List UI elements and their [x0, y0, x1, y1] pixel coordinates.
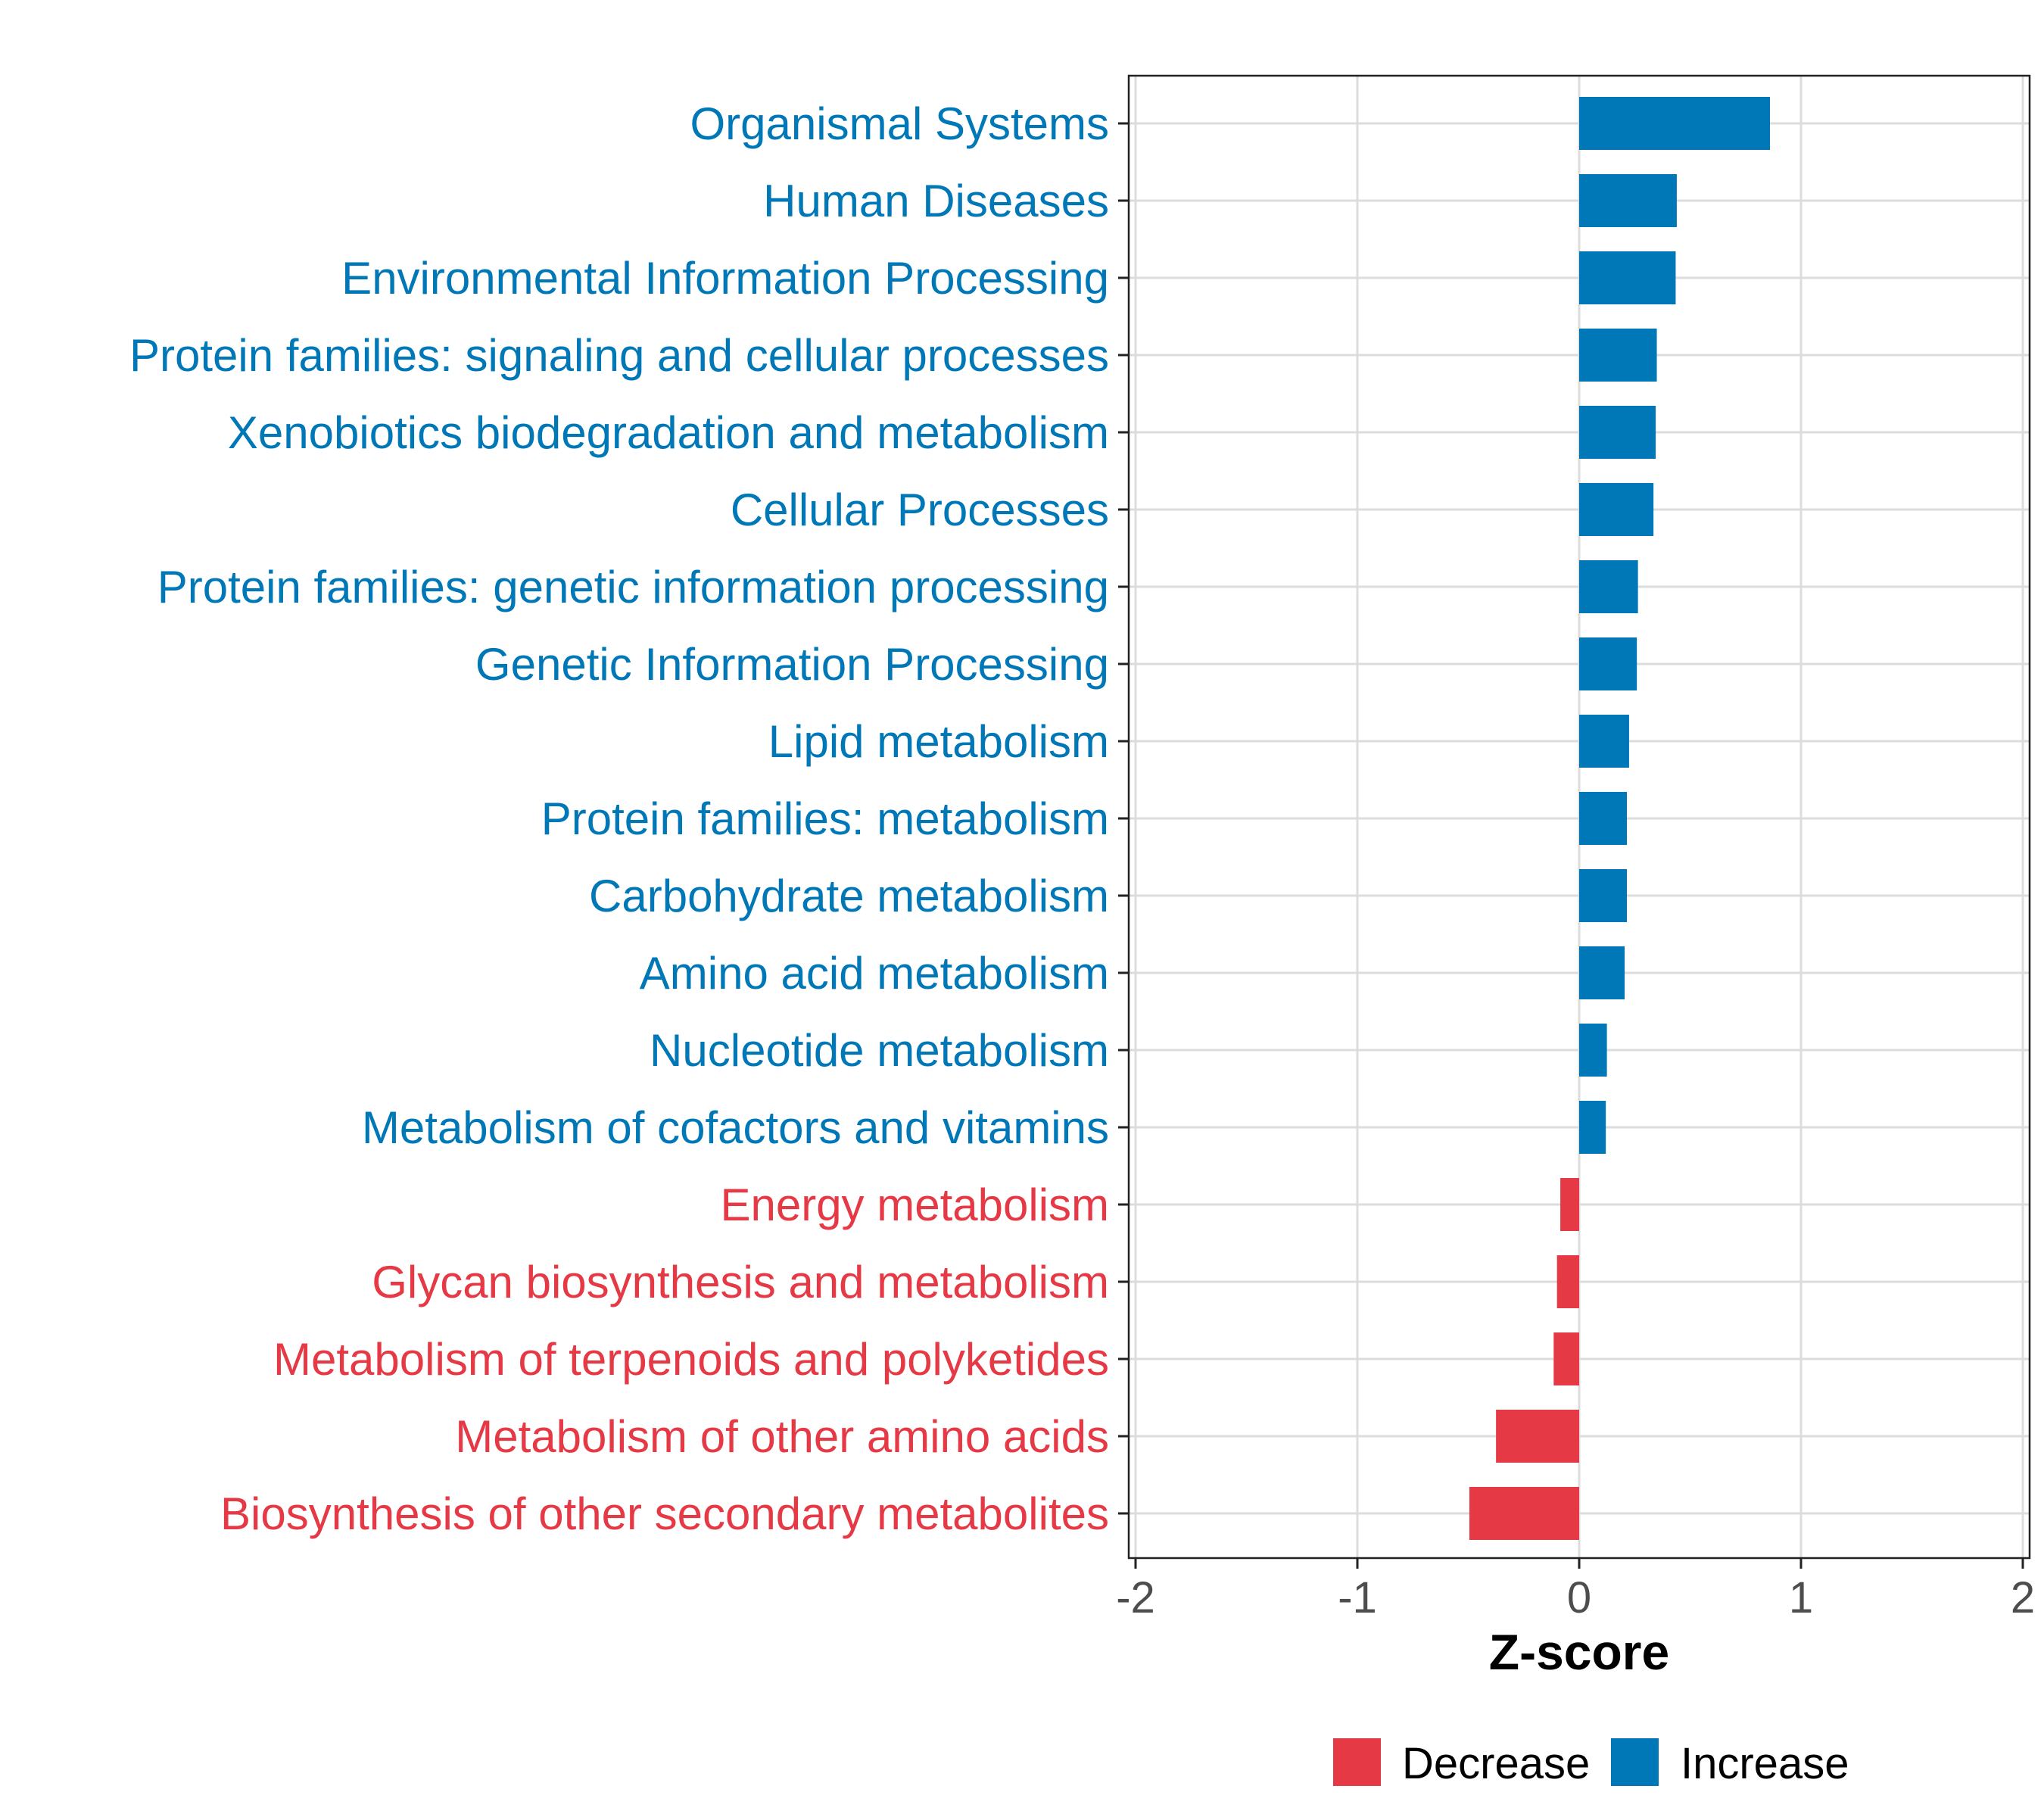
- category-label: Cellular Processes: [731, 485, 1109, 535]
- x-axis-title: Z-score: [1489, 1624, 1669, 1680]
- category-label: Organismal Systems: [690, 98, 1109, 149]
- bar-carbohydrate-metabolism: [1579, 869, 1627, 922]
- bar-energy-metabolism: [1560, 1178, 1579, 1231]
- category-label: Lipid metabolism: [768, 716, 1109, 767]
- category-label: Nucleotide metabolism: [650, 1025, 1109, 1076]
- legend-key-decrease: [1333, 1738, 1381, 1786]
- bar-amino-acid-metabolism: [1579, 946, 1625, 999]
- category-label: Genetic Information Processing: [475, 639, 1109, 690]
- category-label: Protein families: metabolism: [541, 793, 1109, 844]
- x-axis-ticks: -2 -1 0 1 2: [1116, 1558, 2035, 1622]
- category-label: Energy metabolism: [720, 1180, 1109, 1230]
- category-label: Amino acid metabolism: [640, 948, 1109, 999]
- category-label: Human Diseases: [763, 176, 1109, 226]
- category-label: Metabolism of terpenoids and polyketides: [273, 1334, 1109, 1385]
- bar-human-diseases: [1579, 174, 1677, 227]
- legend-key-increase: [1611, 1738, 1659, 1786]
- category-label: Glycan biosynthesis and metabolism: [372, 1257, 1109, 1307]
- x-tick-label: -2: [1116, 1573, 1155, 1622]
- bar-glycan-biosynthesis-and-metabolism: [1556, 1255, 1579, 1308]
- bars: [1469, 97, 1770, 1540]
- x-tick-label: 2: [2011, 1573, 2035, 1622]
- bar-organismal-systems: [1579, 97, 1770, 150]
- bar-protein-families-signaling-and-cellular-processes: [1579, 329, 1657, 382]
- bar-nucleotide-metabolism: [1579, 1024, 1607, 1077]
- bar-genetic-information-processing: [1579, 637, 1637, 690]
- bar-environmental-information-processing: [1579, 251, 1676, 304]
- category-label: Carbohydrate metabolism: [589, 871, 1109, 921]
- y-axis-ticks: Organismal Systems Human Diseases Environm…: [129, 98, 1129, 1539]
- bar-metabolism-of-cofactors-and-vitamins: [1579, 1101, 1606, 1154]
- legend: Decrease Increase: [1333, 1738, 1849, 1788]
- category-label: Protein families: genetic information pr…: [157, 562, 1109, 612]
- bar-metabolism-of-other-amino-acids: [1496, 1410, 1579, 1463]
- category-label: Biosynthesis of other secondary metaboli…: [220, 1488, 1109, 1539]
- legend-label-decrease: Decrease: [1402, 1739, 1590, 1788]
- bar-protein-families-genetic-information-processing: [1579, 560, 1638, 613]
- x-tick-label: 1: [1789, 1573, 1813, 1622]
- category-label: Metabolism of other amino acids: [455, 1411, 1109, 1462]
- x-tick-label: -1: [1338, 1573, 1377, 1622]
- bar-lipid-metabolism: [1579, 715, 1629, 768]
- bar-protein-families-metabolism: [1579, 792, 1627, 845]
- category-label: Environmental Information Processing: [341, 253, 1109, 304]
- category-label: Protein families: signaling and cellular…: [129, 330, 1109, 381]
- bar-biosynthesis-of-other-secondary-metabolites: [1469, 1487, 1579, 1540]
- category-label: Metabolism of cofactors and vitamins: [362, 1102, 1109, 1153]
- category-label: Xenobiotics biodegradation and metabolis…: [228, 407, 1109, 458]
- legend-label-increase: Increase: [1681, 1739, 1849, 1788]
- bar-cellular-processes: [1579, 483, 1654, 536]
- x-tick-label: 0: [1567, 1573, 1591, 1622]
- bar-xenobiotics-biodegradation-and-metabolism: [1579, 406, 1656, 459]
- bar-metabolism-of-terpenoids-and-polyketides: [1553, 1332, 1579, 1385]
